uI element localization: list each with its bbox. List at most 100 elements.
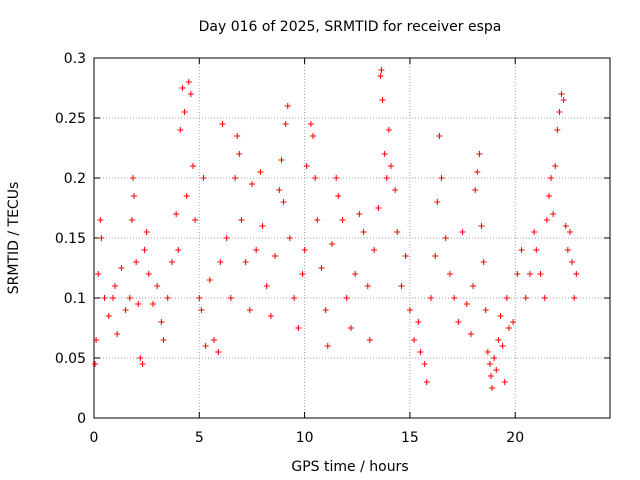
data-point	[211, 337, 218, 343]
data-point	[571, 295, 578, 301]
data-point	[282, 121, 289, 127]
data-point	[356, 211, 363, 217]
data-point	[139, 361, 146, 367]
data-point	[455, 319, 462, 325]
x-tick-label: 20	[506, 430, 524, 446]
data-point	[192, 217, 199, 223]
data-point	[253, 247, 260, 253]
data-point	[246, 307, 253, 313]
data-point	[215, 349, 222, 355]
data-point	[307, 121, 314, 127]
data-point	[112, 283, 119, 289]
data-point	[491, 355, 498, 361]
data-point	[135, 301, 142, 307]
data-point	[495, 337, 502, 343]
data-point	[347, 325, 354, 331]
y-tick-label: 0.2	[64, 171, 86, 187]
data-point	[187, 91, 194, 97]
x-tick-label: 10	[296, 430, 314, 446]
data-point	[179, 85, 186, 91]
data-point	[236, 151, 243, 157]
y-tick-label: 0.25	[55, 111, 86, 127]
x-tick-label: 5	[195, 430, 204, 446]
data-point	[352, 271, 359, 277]
data-point	[438, 175, 445, 181]
data-point	[402, 253, 409, 259]
data-point	[427, 295, 434, 301]
data-point	[93, 337, 100, 343]
data-point	[385, 127, 392, 133]
data-point	[232, 175, 239, 181]
data-point	[198, 307, 205, 313]
data-point	[234, 133, 241, 139]
data-point	[548, 175, 555, 181]
data-point	[280, 199, 287, 205]
data-point	[541, 295, 548, 301]
data-point	[291, 295, 298, 301]
data-point	[141, 247, 148, 253]
data-point	[573, 271, 580, 277]
data-point	[272, 253, 279, 259]
data-point	[545, 193, 552, 199]
data-point	[472, 187, 479, 193]
data-point	[276, 187, 283, 193]
data-point	[451, 295, 458, 301]
data-point	[446, 271, 453, 277]
y-tick-label: 0.05	[55, 351, 86, 367]
data-point	[560, 97, 567, 103]
data-point	[514, 271, 521, 277]
data-point	[488, 373, 495, 379]
data-point	[95, 271, 102, 277]
data-point	[474, 169, 481, 175]
y-tick-label: 0	[77, 411, 86, 427]
data-point	[537, 271, 544, 277]
y-tick-label: 0.3	[64, 51, 86, 67]
data-point	[398, 283, 405, 289]
data-point	[175, 247, 182, 253]
data-point	[531, 229, 538, 235]
data-point	[333, 175, 340, 181]
data-point	[278, 157, 285, 163]
data-point	[497, 313, 504, 319]
data-point	[518, 247, 525, 253]
data-point	[558, 91, 565, 97]
data-point	[183, 193, 190, 199]
data-point	[335, 193, 342, 199]
data-point	[299, 271, 306, 277]
data-point	[137, 355, 144, 361]
data-point	[505, 325, 512, 331]
data-point	[442, 235, 449, 241]
data-point	[501, 379, 508, 385]
data-point	[143, 229, 150, 235]
data-point	[286, 235, 293, 241]
data-point	[476, 151, 483, 157]
data-point	[375, 205, 382, 211]
data-point	[295, 325, 302, 331]
data-point	[432, 253, 439, 259]
data-point	[343, 295, 350, 301]
data-point	[181, 109, 188, 115]
data-point	[392, 187, 399, 193]
data-point	[569, 259, 576, 265]
data-point	[459, 229, 466, 235]
data-point	[387, 163, 394, 169]
data-point	[366, 337, 373, 343]
grid-lines	[94, 58, 610, 418]
data-point	[189, 163, 196, 169]
data-point	[510, 319, 517, 325]
data-point	[503, 295, 510, 301]
data-point	[467, 331, 474, 337]
data-point	[550, 211, 557, 217]
data-point	[223, 235, 230, 241]
data-point	[499, 343, 506, 349]
data-point	[411, 337, 418, 343]
data-point	[242, 259, 249, 265]
data-point	[339, 217, 346, 223]
data-point	[248, 181, 255, 187]
data-point	[383, 175, 390, 181]
data-point	[522, 295, 529, 301]
data-point	[371, 247, 378, 253]
data-point	[480, 259, 487, 265]
data-points	[92, 67, 580, 391]
data-point	[421, 361, 428, 367]
